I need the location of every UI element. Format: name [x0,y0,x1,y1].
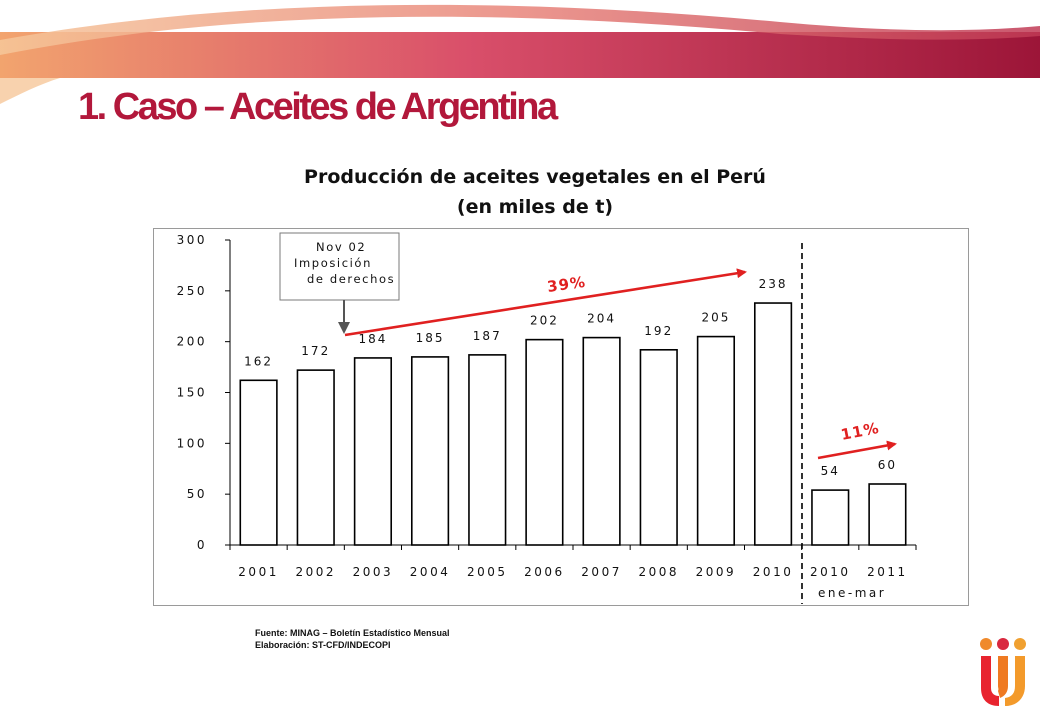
data-label: 162 [244,354,273,368]
page-title: 1. Caso – Aceites de Argentina [78,86,558,128]
x-tick-label: 2003 [353,565,394,579]
callout-box: Nov 02 Imposición de derechos [279,232,400,301]
elaboration-note: Elaboración: ST-CFD/INDECOPI [255,640,391,650]
bar [410,356,450,546]
bar [868,483,907,546]
x-tick-label: 2010 [810,565,851,579]
chart-title: Producción de aceites vegetales en el Pe… [304,166,766,188]
y-tick-label: 50 [187,487,207,501]
y-tick-label: 150 [177,386,207,400]
data-label: 54 [821,464,840,478]
bar [582,336,621,546]
x-tick-label: 2011 [867,565,908,579]
bar [811,489,850,546]
data-label: 185 [416,331,445,345]
x-tick-label: 2002 [295,565,336,579]
trend-label-annual: 39% [546,273,587,296]
chart-subtitle: (en miles de t) [456,196,614,218]
bar [296,369,335,546]
chart-frame [153,228,969,606]
header-banner [0,4,1040,104]
data-label: 192 [644,324,673,338]
bar [239,379,278,546]
bar [696,335,736,546]
data-label: 204 [587,312,616,326]
x-tick-label: 2001 [238,565,279,579]
data-label: 205 [701,311,730,325]
x-tick-label: 2008 [638,565,679,579]
y-tick-label: 100 [177,436,207,450]
y-tick-label: 250 [177,284,207,298]
callout-line-1: Nov 02 [316,240,366,254]
source-footer: Fuente: MINAG – Boletín Estadístico Mens… [255,627,450,651]
trend-arrow-annual [344,268,747,337]
x-period-label: ene-mar [818,586,886,600]
trend-arrow-quarter [817,440,897,460]
data-label: 238 [759,277,788,291]
bar [639,348,678,546]
y-tick-label: 0 [197,538,207,552]
data-label: 187 [473,329,502,343]
x-tick-label: 2009 [696,565,737,579]
bar [353,357,393,546]
trend-label-quarter: 11% [839,419,881,444]
data-label: 184 [358,332,387,346]
x-tick-label: 2007 [581,565,622,579]
brand-logo [980,638,1026,706]
x-tick-label: 2004 [410,565,451,579]
data-label: 202 [530,314,559,328]
x-tick-label: 2006 [524,565,565,579]
bar [753,302,793,546]
y-tick-label: 300 [177,233,207,247]
data-label: 172 [301,344,330,358]
bar [525,338,564,546]
callout-line-3: de derechos [307,272,395,286]
x-tick-label: 2005 [467,565,508,579]
source-note: Fuente: MINAG – Boletín Estadístico Mens… [255,628,450,638]
x-tick-label: 2010 [753,565,794,579]
bar [468,354,507,546]
y-tick-label: 200 [177,335,207,349]
chart-title-block: Producción de aceites vegetales en el Pe… [230,162,840,222]
data-label: 60 [878,458,897,472]
callout-line-2: Imposición [294,256,372,270]
